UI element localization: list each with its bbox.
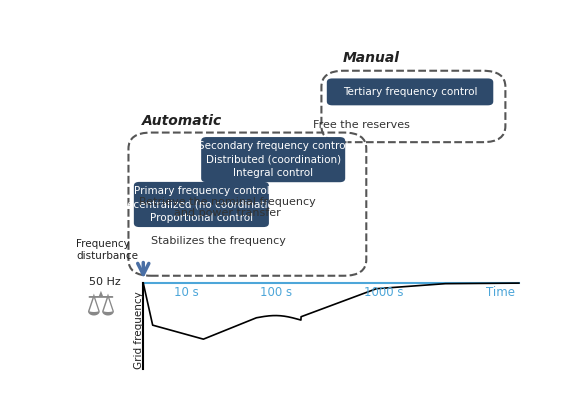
Text: Automatic: Automatic xyxy=(142,114,222,129)
Text: Primary frequency control
Decentralized (no coordination)
Proportional control: Primary frequency control Decentralized … xyxy=(119,186,284,223)
Text: 1000 s: 1000 s xyxy=(365,286,404,300)
Text: Time: Time xyxy=(486,286,515,300)
FancyBboxPatch shape xyxy=(201,137,345,182)
Text: Secondary frequency control
Distributed (coordination)
Integral control: Secondary frequency control Distributed … xyxy=(198,141,349,178)
Text: Retrieve the nominal frequency
and power transfer: Retrieve the nominal frequency and power… xyxy=(139,197,316,218)
Text: 10 s: 10 s xyxy=(174,286,199,300)
Text: Grid frequency: Grid frequency xyxy=(134,291,144,369)
Text: Stabilizes the frequency: Stabilizes the frequency xyxy=(151,236,286,246)
FancyBboxPatch shape xyxy=(327,79,493,105)
Text: Tertiary frequency control: Tertiary frequency control xyxy=(343,87,477,97)
Text: Free the reserves: Free the reserves xyxy=(313,120,411,130)
Text: Manual: Manual xyxy=(342,51,400,65)
Text: ⚖: ⚖ xyxy=(85,288,115,321)
FancyBboxPatch shape xyxy=(134,182,269,227)
Text: 100 s: 100 s xyxy=(261,286,292,300)
Text: 50 Hz: 50 Hz xyxy=(89,277,121,287)
Text: Frequency
disturbance: Frequency disturbance xyxy=(76,239,138,261)
